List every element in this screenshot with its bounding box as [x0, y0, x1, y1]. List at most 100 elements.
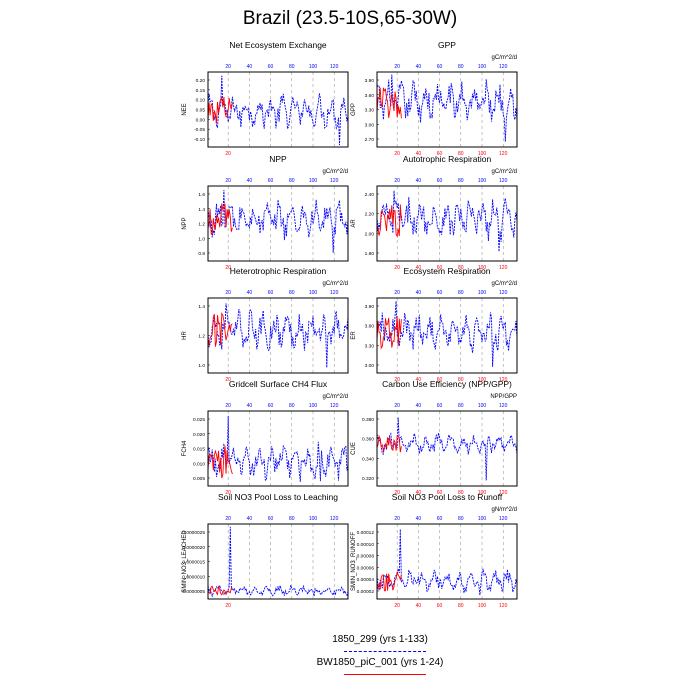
bottom-tick-label: 20: [394, 265, 400, 271]
bottom-tick-label: 20: [225, 151, 231, 157]
bottom-tick-label: 80: [458, 490, 464, 496]
top-tick-label: 40: [247, 516, 253, 522]
top-tick-label: 100: [309, 178, 318, 184]
series-line-BW1850_piC_001: [207, 445, 233, 479]
y-tick-label: 3.90: [365, 304, 375, 310]
y-tick-label: 0.0000005: [182, 589, 205, 595]
y-tick-label: 0.00010: [357, 542, 375, 548]
top-tick-label: 20: [394, 178, 400, 184]
top-tick-label: 20: [394, 290, 400, 296]
top-tick-label: 20: [394, 516, 400, 522]
panel-3: NPP gC/m^2/d 20 40 60 80 100 120 20 1.6 1.4 1.2 1.0 0…: [182, 154, 349, 271]
y-tick-label: 1.6: [198, 192, 205, 198]
series-line-1850_299: [376, 190, 518, 252]
top-tick-label: 20: [225, 516, 231, 522]
top-tick-label: 120: [330, 403, 339, 409]
bottom-tick-label: 100: [478, 151, 487, 157]
y-tick-label: 0.10: [196, 98, 206, 104]
bottom-tick-label: 20: [225, 377, 231, 383]
series-line-BW1850_piC_001: [376, 87, 402, 119]
panel-frame: [376, 185, 518, 262]
top-tick-label: 80: [289, 290, 295, 296]
top-tick-label: 20: [225, 290, 231, 296]
y-tick-label: -0.10: [194, 137, 205, 143]
top-tick-label: 100: [478, 64, 487, 70]
series-line-BW1850_piC_001: [207, 96, 233, 124]
series-line-1850_299: [207, 415, 349, 482]
top-tick-label: 80: [458, 290, 464, 296]
series-line-BW1850_piC_001: [376, 434, 402, 453]
panel-10: Soil NO3 Pool Loss to Runoff gN/m^2/d 20 40…: [351, 492, 518, 609]
panel-units: NPP/GPP: [490, 394, 517, 400]
panel-title: Gridcell Surface CH4 Flux: [229, 379, 328, 389]
panel-frame: [376, 410, 518, 487]
series-line-BW1850_piC_001: [207, 203, 233, 235]
bottom-tick-label: 120: [499, 603, 508, 609]
bottom-tick-label: 20: [225, 265, 231, 271]
bottom-tick-label: 80: [458, 151, 464, 157]
bottom-tick-label: 60: [437, 603, 443, 609]
bottom-tick-label: 80: [458, 603, 464, 609]
series-line-BW1850_piC_001: [376, 204, 402, 238]
y-tick-label: 3.00: [365, 122, 375, 128]
top-tick-label: 60: [268, 516, 274, 522]
bottom-tick-label: 40: [416, 603, 422, 609]
y-axis-label: GPP: [351, 103, 357, 116]
top-tick-label: 100: [309, 403, 318, 409]
top-tick-label: 120: [499, 290, 508, 296]
top-tick-label: 20: [225, 64, 231, 70]
bottom-tick-label: 100: [478, 377, 487, 383]
top-tick-label: 60: [268, 290, 274, 296]
top-tick-label: 60: [437, 64, 443, 70]
bottom-tick-label: 40: [416, 151, 422, 157]
top-tick-label: 60: [268, 64, 274, 70]
y-tick-label: 0.360: [362, 437, 374, 443]
bottom-tick-label: 120: [499, 265, 508, 271]
top-tick-label: 60: [437, 290, 443, 296]
series-line-BW1850_piC_001: [207, 585, 233, 596]
top-tick-label: 40: [416, 290, 422, 296]
panel-frame: [376, 523, 518, 600]
bottom-tick-label: 100: [478, 265, 487, 271]
y-tick-label: 0.0000010: [182, 574, 205, 580]
y-tick-label: 0.0000015: [182, 560, 205, 566]
top-tick-label: 60: [437, 403, 443, 409]
y-tick-label: 2.40: [365, 192, 375, 198]
panel-units: gC/m^2/d: [492, 55, 518, 61]
top-tick-label: 100: [478, 178, 487, 184]
series-line-1850_299: [207, 526, 349, 598]
panel-units: gC/m^2/d: [492, 169, 518, 175]
bottom-tick-label: 40: [416, 377, 422, 383]
y-tick-label: 0.05: [196, 108, 206, 114]
y-tick-label: 0.020: [193, 432, 205, 438]
panel-frame: [376, 71, 518, 148]
y-tick-label: 3.30: [365, 108, 375, 114]
y-tick-label: 0.320: [362, 476, 374, 482]
series-line-BW1850_piC_001: [376, 316, 402, 350]
y-axis-label: AR: [351, 219, 357, 228]
series-line-1850_299: [376, 301, 518, 367]
bottom-tick-label: 80: [458, 377, 464, 383]
y-axis-label: SMIN_NO3_LEACHED: [182, 530, 188, 593]
bottom-tick-label: 20: [394, 151, 400, 157]
y-tick-label: 0.00008: [357, 554, 375, 560]
y-tick-label: 0.00004: [357, 577, 375, 583]
y-tick-label: 0.00: [196, 117, 206, 123]
panel-title: Carbon Use Efficiency (NPP/GPP): [382, 379, 512, 389]
top-tick-label: 120: [499, 178, 508, 184]
panel-8: Carbon Use Efficiency (NPP/GPP) NPP/GPP 20…: [351, 379, 518, 496]
y-tick-label: 0.0000020: [182, 545, 205, 551]
panel-title: NPP: [269, 154, 287, 164]
figure-title: Brazil (23.5-10S,65-30W): [242, 8, 458, 29]
y-tick-label: 2.20: [365, 212, 375, 218]
panel-5: Heterotrophic Respiration gC/m^2/d 20 40 60 8…: [182, 266, 349, 383]
y-tick-label: -0.05: [194, 127, 205, 133]
top-tick-label: 40: [247, 178, 253, 184]
panel-units: gN/m^2/d: [492, 507, 518, 513]
panel-title: Heterotrophic Respiration: [230, 266, 327, 276]
top-tick-label: 80: [289, 516, 295, 522]
bottom-tick-label: 60: [437, 377, 443, 383]
top-tick-label: 100: [478, 290, 487, 296]
panel-units: gC/m^2/d: [323, 394, 349, 400]
